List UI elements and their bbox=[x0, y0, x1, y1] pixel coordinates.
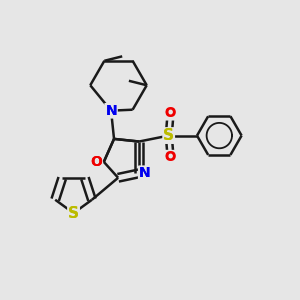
Text: O: O bbox=[165, 107, 176, 120]
Text: O: O bbox=[165, 151, 176, 164]
Text: S: S bbox=[163, 128, 174, 143]
Text: N: N bbox=[139, 166, 150, 180]
Text: N: N bbox=[105, 104, 117, 118]
Text: N: N bbox=[105, 104, 117, 118]
Text: O: O bbox=[165, 107, 176, 120]
Text: O: O bbox=[165, 151, 176, 164]
Text: N: N bbox=[139, 166, 151, 180]
Text: S: S bbox=[163, 128, 174, 143]
Text: S: S bbox=[68, 206, 79, 220]
Text: O: O bbox=[165, 106, 176, 119]
Text: O: O bbox=[90, 155, 102, 169]
Text: N: N bbox=[105, 104, 117, 118]
Text: S: S bbox=[68, 206, 79, 220]
Text: S: S bbox=[163, 128, 174, 143]
Text: O: O bbox=[90, 155, 102, 169]
Text: O: O bbox=[90, 155, 102, 169]
Text: N: N bbox=[139, 166, 151, 180]
Text: O: O bbox=[165, 151, 176, 164]
Text: S: S bbox=[163, 128, 174, 143]
Text: O: O bbox=[90, 155, 102, 169]
Text: O: O bbox=[165, 151, 176, 164]
Text: O: O bbox=[165, 106, 176, 119]
Text: N: N bbox=[105, 104, 117, 118]
Text: S: S bbox=[68, 206, 79, 220]
Text: N: N bbox=[139, 166, 150, 180]
Text: S: S bbox=[68, 206, 79, 220]
